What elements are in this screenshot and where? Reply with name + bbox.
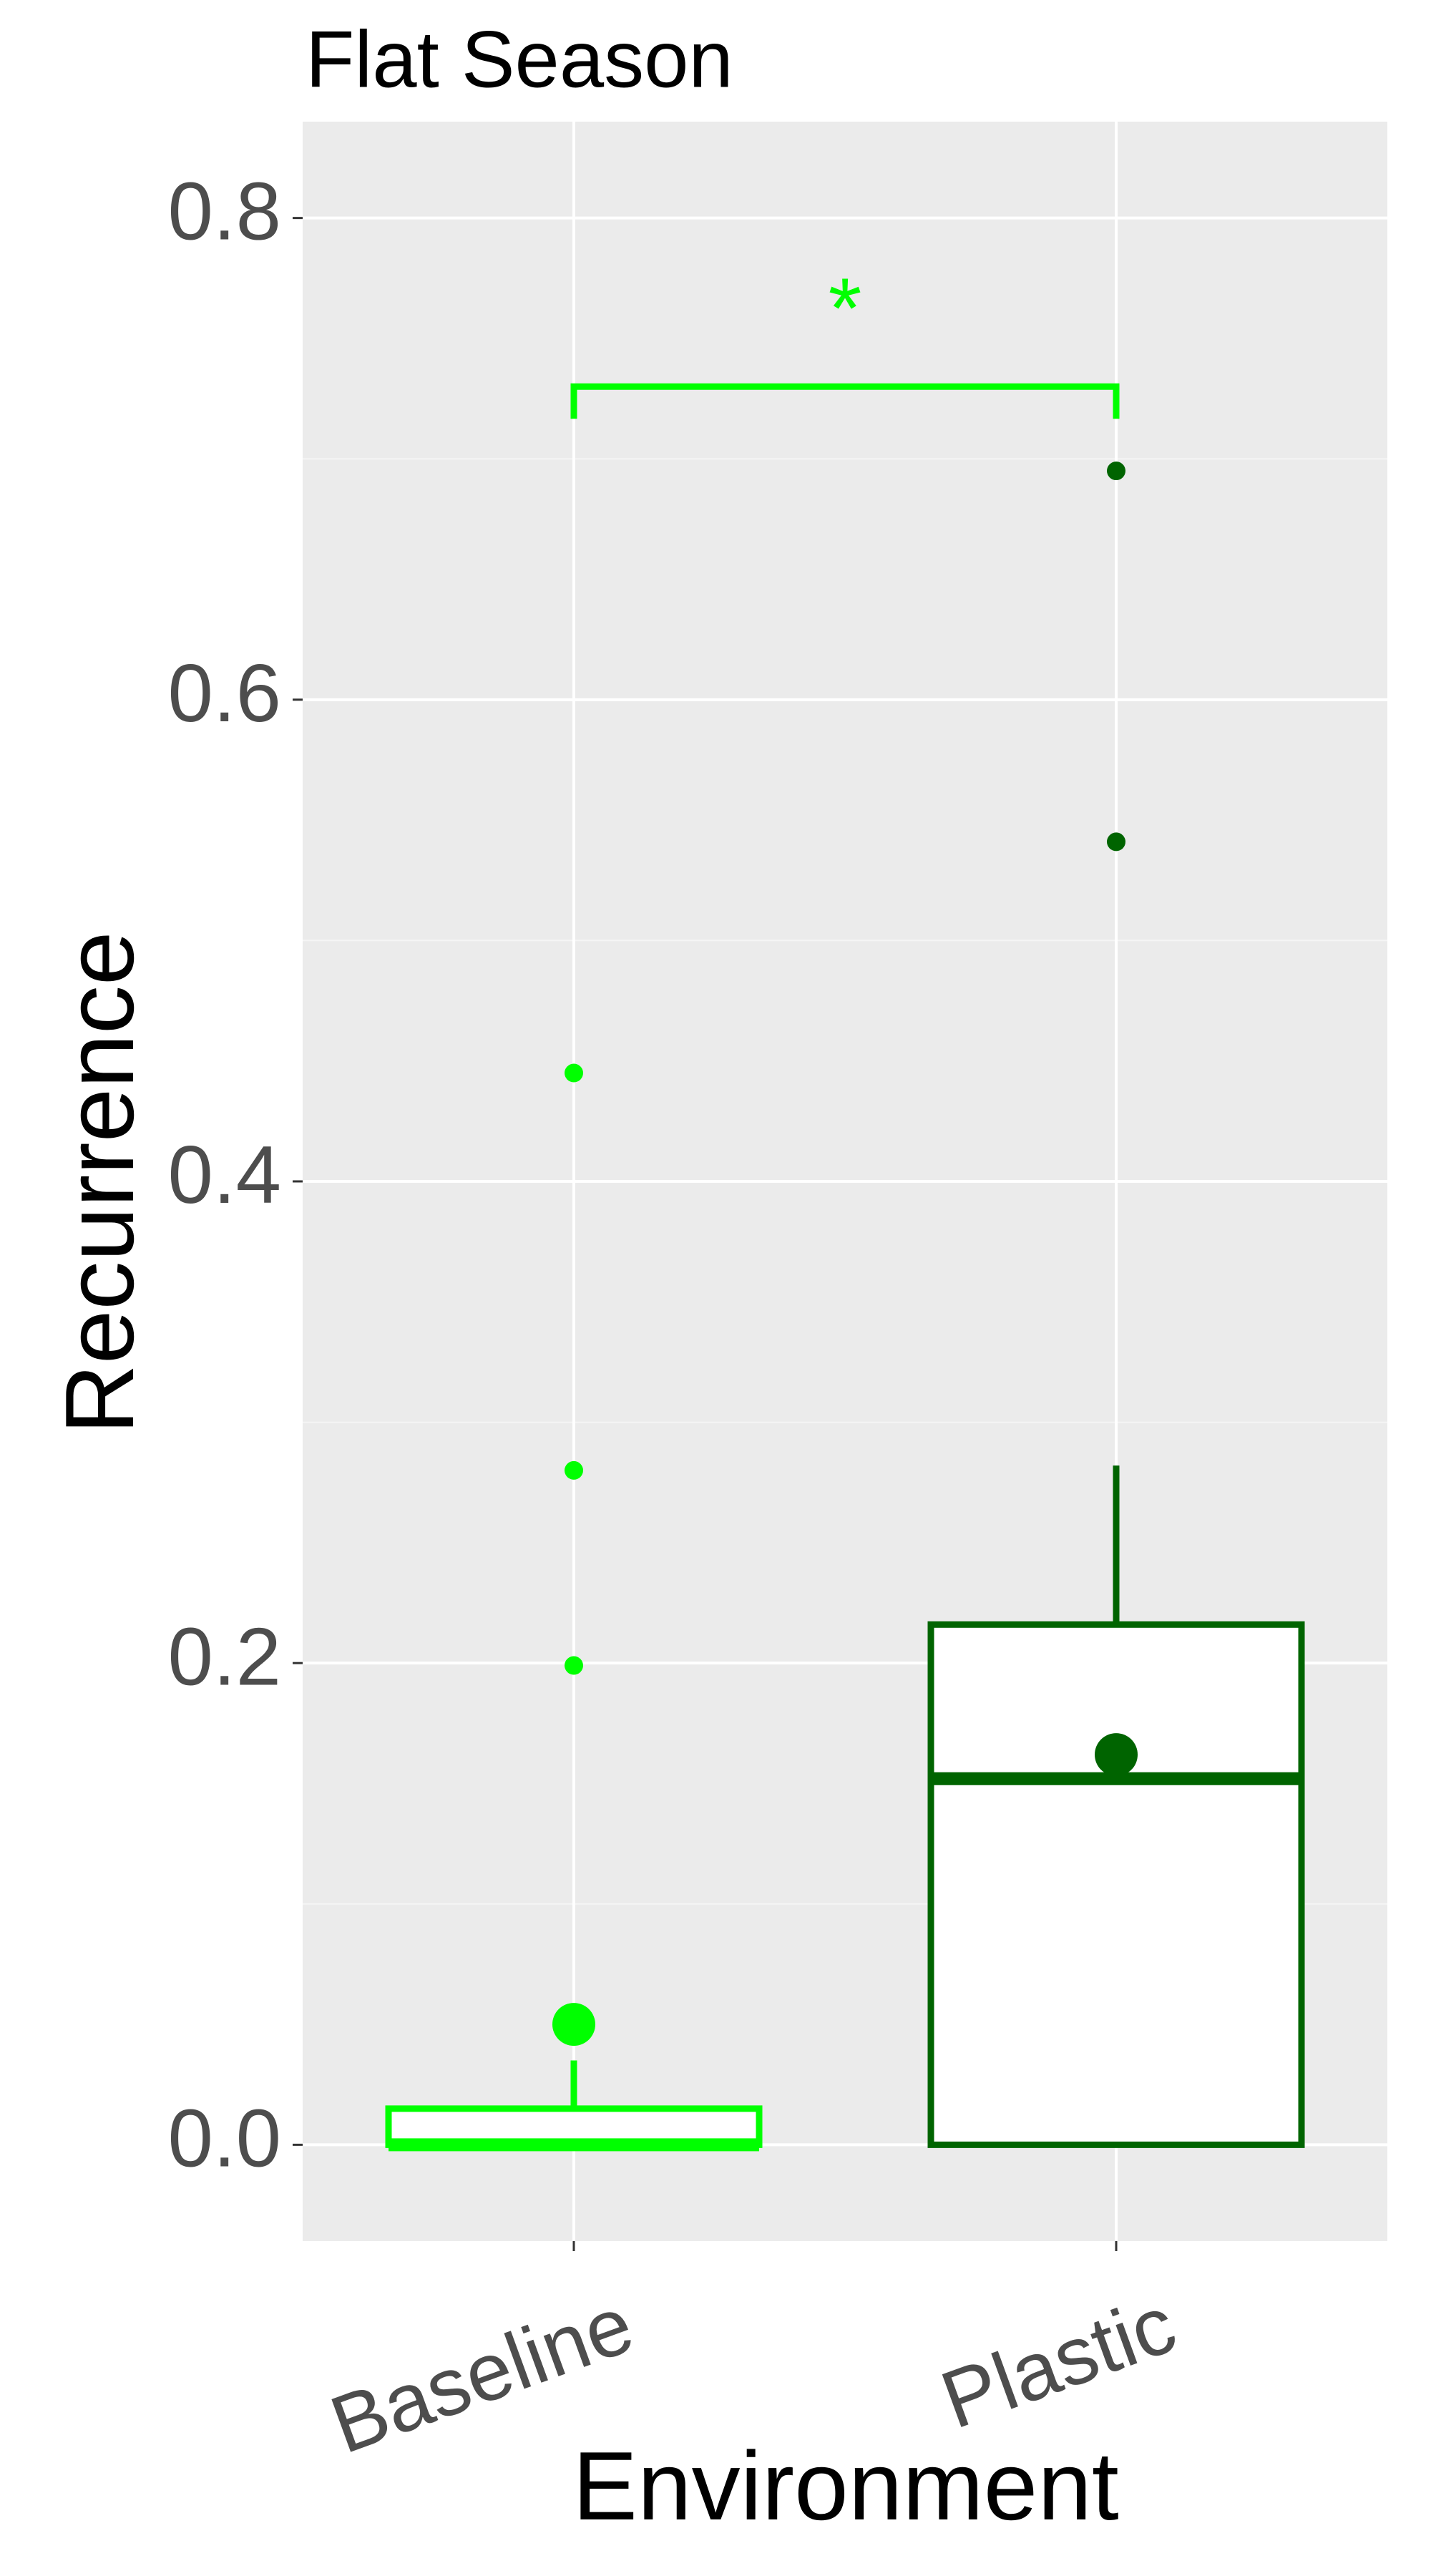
y-tick-label: 0.6 [168,648,281,739]
outlier [565,1063,583,1083]
outlier [565,1460,583,1480]
outlier [565,1656,583,1675]
box [927,1621,1305,2148]
outlier [1107,462,1125,481]
y-axis-title: Recurrence [45,932,154,1435]
significance-bracket [570,383,1120,419]
y-tick-label: 0.4 [168,1130,281,1221]
significance-label: * [829,260,862,356]
outlier [1107,832,1125,852]
mean-point [1095,1733,1138,1777]
y-tick-label: 0.2 [168,1611,281,1702]
chart-title: Flat Season [306,15,733,104]
y-tick-label: 0.0 [168,2093,281,2184]
mean-point [552,2003,595,2046]
x-axis-title: Environment [572,2431,1118,2540]
y-tick-label: 0.8 [168,167,281,258]
